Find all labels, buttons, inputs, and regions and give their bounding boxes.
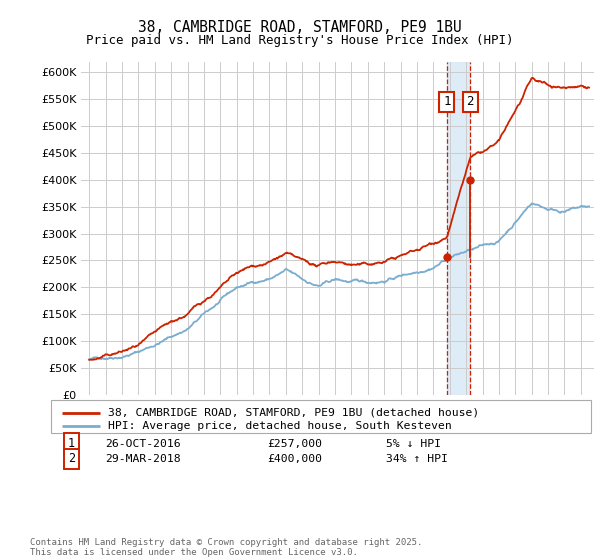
Text: Price paid vs. HM Land Registry's House Price Index (HPI): Price paid vs. HM Land Registry's House … <box>86 34 514 46</box>
FancyBboxPatch shape <box>51 400 591 433</box>
Text: 2: 2 <box>68 452 75 465</box>
Text: 29-MAR-2018: 29-MAR-2018 <box>105 454 181 464</box>
Text: 34% ↑ HPI: 34% ↑ HPI <box>386 454 448 464</box>
Text: 1: 1 <box>443 95 451 109</box>
Bar <box>447 62 470 395</box>
Text: 26-OCT-2016: 26-OCT-2016 <box>105 438 181 449</box>
Text: 1: 1 <box>68 437 75 450</box>
Text: Contains HM Land Registry data © Crown copyright and database right 2025.
This d: Contains HM Land Registry data © Crown c… <box>30 538 422 557</box>
Text: 2: 2 <box>467 95 474 109</box>
Text: 5% ↓ HPI: 5% ↓ HPI <box>386 438 441 449</box>
Text: 38, CAMBRIDGE ROAD, STAMFORD, PE9 1BU (detached house): 38, CAMBRIDGE ROAD, STAMFORD, PE9 1BU (d… <box>108 408 479 418</box>
Text: £257,000: £257,000 <box>267 438 322 449</box>
Text: £400,000: £400,000 <box>267 454 322 464</box>
Text: 38, CAMBRIDGE ROAD, STAMFORD, PE9 1BU: 38, CAMBRIDGE ROAD, STAMFORD, PE9 1BU <box>138 20 462 35</box>
Text: HPI: Average price, detached house, South Kesteven: HPI: Average price, detached house, Sout… <box>108 421 451 431</box>
